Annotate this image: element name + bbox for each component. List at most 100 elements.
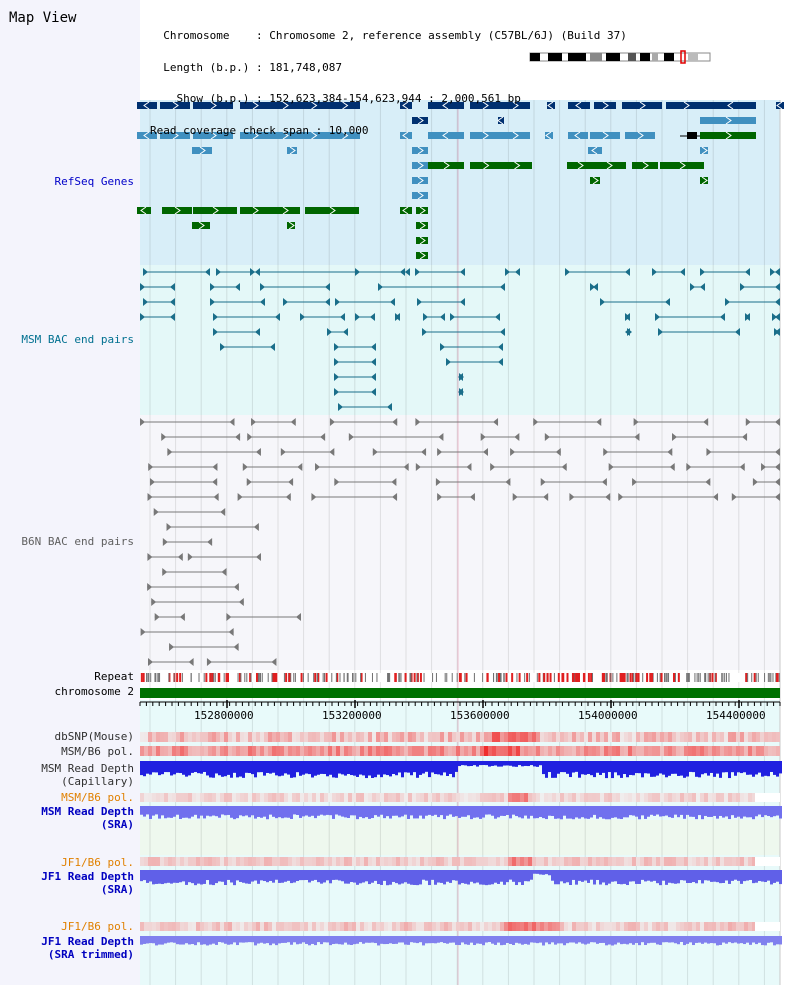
depth-bar: [512, 936, 515, 946]
heat-cell: [524, 746, 528, 756]
depth-bar: [761, 870, 764, 882]
depth-bar: [545, 806, 548, 820]
heat-cell: [596, 732, 600, 742]
bac-end-marker: [601, 478, 607, 486]
depth-bar: [140, 936, 143, 945]
depth-bar: [362, 936, 365, 944]
heat-cell: [672, 857, 676, 866]
depth-bar: [722, 870, 725, 884]
depth-bar: [569, 761, 572, 778]
track-label-jf1-b6-pol-2[interactable]: JF1/B6 pol.: [61, 920, 134, 933]
depth-bar: [266, 870, 269, 883]
heat-cell: [564, 793, 568, 802]
heat-cell: [532, 746, 536, 756]
heat-cell: [656, 922, 660, 931]
depth-bar: [356, 806, 359, 820]
depth-bar: [479, 936, 482, 944]
heat-cell: [192, 922, 196, 931]
depth-bar: [299, 936, 302, 944]
track-label-jf1-depth-trim[interactable]: JF1 Read Depth: [41, 935, 134, 948]
depth-bar: [437, 761, 440, 775]
track-label-jf1-depth-sra[interactable]: JF1 Read Depth: [41, 870, 134, 883]
heat-cell: [348, 746, 352, 756]
heat-cell: [616, 793, 620, 802]
depth-bar: [356, 936, 359, 944]
heat-cell: [216, 857, 220, 866]
gene-strand-arrow: [482, 131, 489, 140]
depth-bar: [404, 806, 407, 815]
heat-cell: [508, 922, 512, 931]
bac-end-marker: [739, 463, 745, 471]
heat-cell: [516, 746, 520, 756]
repeat-element: [775, 673, 777, 682]
heat-end-blank: [755, 922, 780, 931]
track-label-jf1-b6-pol-1[interactable]: JF1/B6 pol.: [61, 856, 134, 869]
depth-bar: [230, 936, 233, 945]
heat-cell: [188, 793, 192, 802]
repeat-element: [652, 673, 654, 682]
gene-strand-arrow: [417, 146, 424, 155]
heat-cell: [220, 793, 224, 802]
heat-cell: [584, 922, 588, 931]
heat-cell: [144, 746, 148, 756]
track-label-msm-depth-sra[interactable]: MSM Read Depth: [41, 805, 134, 818]
heat-cell: [576, 793, 580, 802]
depth-bar: [275, 806, 278, 819]
depth-bar: [395, 870, 398, 884]
bac-end-marker: [253, 523, 259, 531]
depth-bar: [701, 870, 704, 884]
depth-bar: [416, 761, 419, 778]
heat-cell: [360, 922, 364, 931]
heat-cell: [324, 746, 328, 756]
depth-bar: [380, 936, 383, 944]
track-label-b6n-bac[interactable]: B6N BAC end pairs: [21, 535, 134, 548]
depth-bar: [278, 806, 281, 818]
heat-cell: [552, 922, 556, 931]
repeat-element: [387, 673, 389, 682]
heat-cell: [736, 732, 740, 742]
depth-bar: [308, 761, 311, 775]
depth-bar: [155, 761, 158, 773]
header-line-span: Read coverage check span : 10,000: [150, 123, 369, 137]
bac-end-marker: [167, 448, 173, 456]
heat-cell: [728, 793, 732, 802]
depth-bar: [626, 761, 629, 778]
gene-feature: [545, 132, 553, 139]
gene-strand-arrow: [683, 101, 690, 110]
heat-cell: [600, 732, 604, 742]
track-label-refseq[interactable]: RefSeq Genes: [54, 175, 134, 188]
track-label-msm-b6-pol-2[interactable]: MSM/B6 pol.: [61, 791, 134, 804]
repeat-element: [398, 673, 400, 682]
bac-end-marker: [460, 268, 465, 276]
bac-end-marker: [446, 358, 451, 366]
gene-feature: [137, 132, 157, 139]
track-label-repeat[interactable]: Repeat: [94, 670, 134, 683]
track-label-chromosome[interactable]: chromosome 2: [54, 685, 134, 698]
depth-bar: [455, 870, 458, 881]
track-label-msm-depth-cap[interactable]: MSM Read Depth: [41, 762, 134, 775]
depth-bar: [326, 870, 329, 881]
track-label-msm-b6-pol-1[interactable]: MSM/B6 pol.: [61, 745, 134, 758]
depth-bar: [419, 761, 422, 775]
heat-cell: [684, 857, 688, 866]
gene-feature: [622, 102, 662, 109]
track-label-msm-bac[interactable]: MSM BAC end pairs: [21, 333, 134, 346]
heat-cell: [764, 732, 768, 742]
depth-bar: [263, 806, 266, 817]
gene-feature: [160, 132, 190, 139]
gene-feature: [590, 132, 620, 139]
depth-bar: [494, 806, 497, 819]
depth-bar: [293, 761, 296, 778]
track-label-dbsnp[interactable]: dbSNP(Mouse): [54, 730, 134, 743]
bac-end-marker: [498, 343, 503, 351]
bac-end-marker: [458, 388, 463, 396]
gene-feature: [706, 102, 756, 109]
heat-cell: [528, 922, 532, 931]
bac-end-marker: [329, 448, 335, 456]
depth-bar: [629, 806, 632, 816]
depth-bar: [419, 936, 422, 943]
heat-cell: [260, 793, 264, 802]
heat-cell: [676, 746, 680, 756]
depth-bar: [629, 761, 632, 775]
